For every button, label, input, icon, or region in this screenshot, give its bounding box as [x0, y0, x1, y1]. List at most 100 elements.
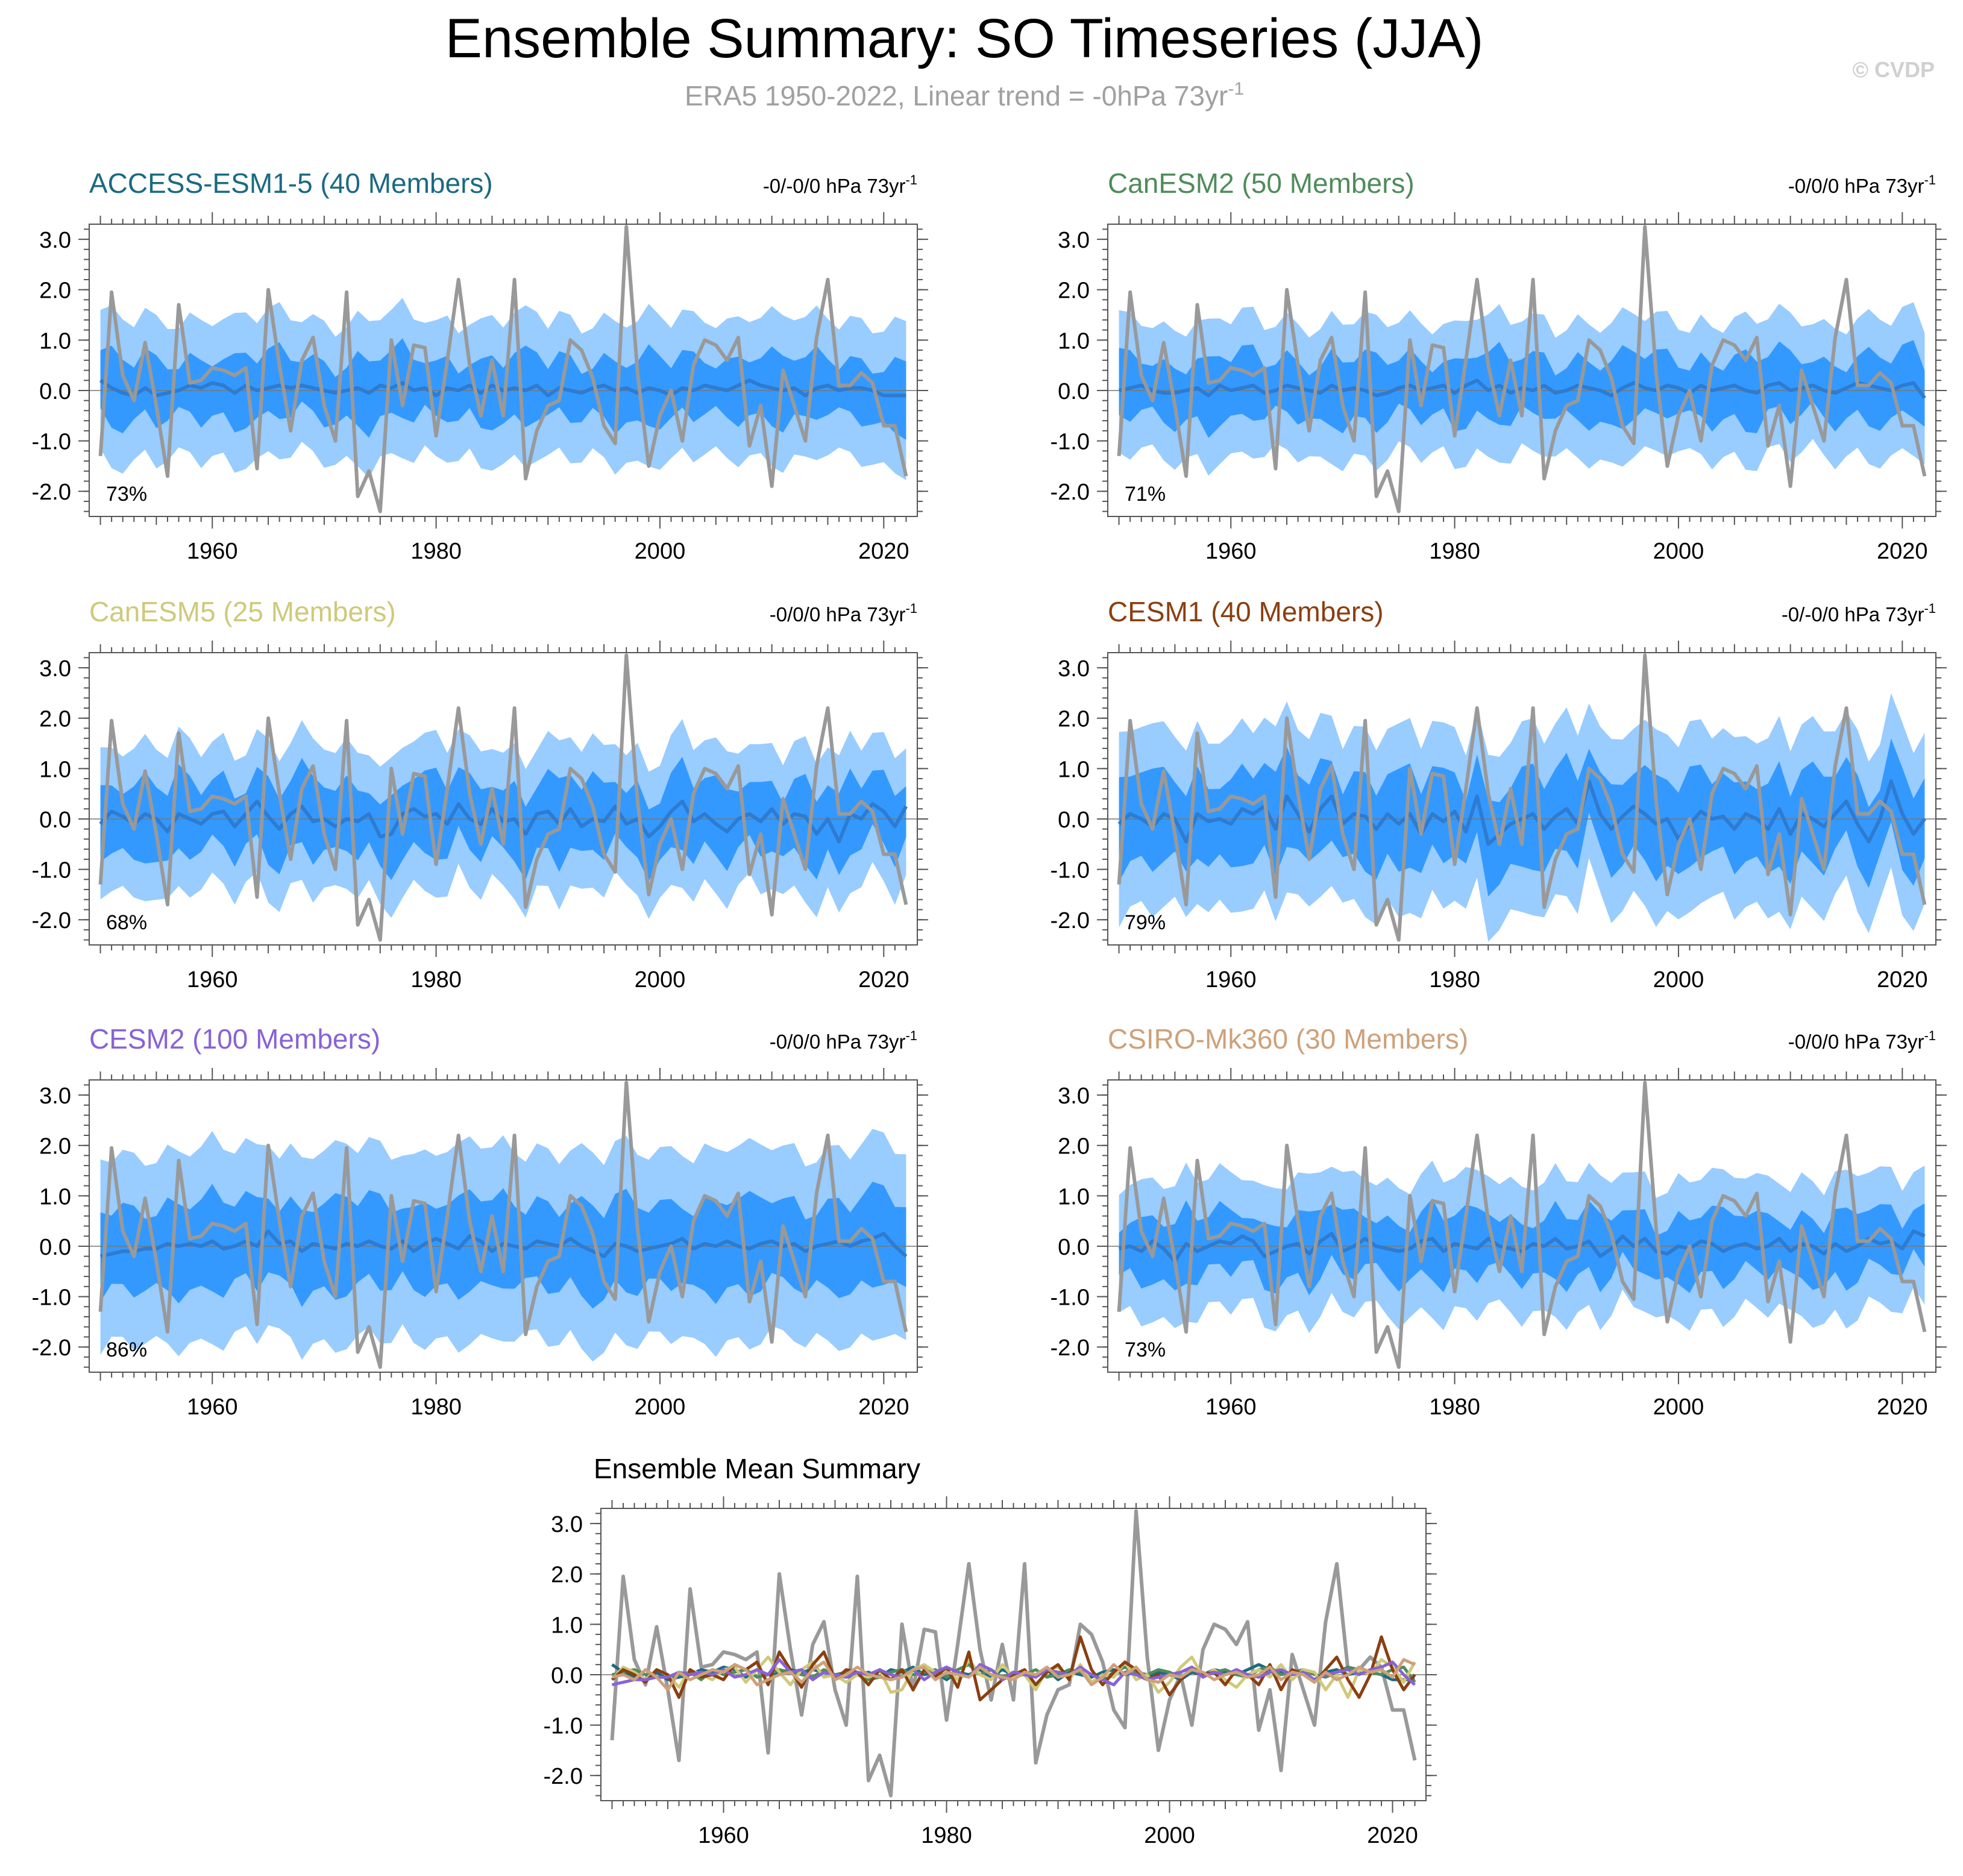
y-tick-label: 2.0 [1058, 278, 1090, 304]
panel-title: Ensemble Mean Summary [594, 1453, 920, 1484]
x-tick-label: 1980 [410, 967, 462, 993]
y-tick-label: -2.0 [1051, 908, 1090, 933]
plot-area [1108, 1081, 1936, 1369]
ensemble-mean-line [1118, 378, 1926, 400]
trend-label: -0/0/0 hPa 73yr-1 [1788, 172, 1936, 197]
y-tick-label: 1.0 [39, 328, 71, 354]
trend-sup: -1 [905, 601, 917, 616]
y-tick-label: 0.0 [39, 1235, 71, 1260]
y-tick-label: 1.0 [39, 1184, 71, 1209]
y-tick-label: 1.0 [1058, 328, 1090, 354]
x-tick-label: 1980 [410, 539, 462, 564]
y-tick-label: 3.0 [1058, 656, 1090, 682]
x-tick-label: 1960 [1205, 967, 1257, 993]
ensemble-mean-line-cesm2 [611, 1658, 1416, 1687]
y-tick-label: 3.0 [39, 656, 71, 682]
plot-frame [600, 1508, 1427, 1801]
y-tick-label: -1.0 [1051, 858, 1090, 883]
y-tick-label: 0.0 [551, 1663, 583, 1689]
panel-title: CanESM2 (50 Members) [1108, 168, 1415, 199]
panel-title: CSIRO-Mk360 (30 Members) [1108, 1023, 1468, 1055]
ensemble-mean-line [99, 799, 908, 844]
observed-line [98, 653, 908, 942]
plot-area [89, 225, 917, 513]
y-tick-label: 0.0 [1058, 379, 1090, 404]
ensemble-mean-line-canesm5 [611, 1655, 1416, 1699]
figure-title: Ensemble Summary: SO Timeseries (JJA) [445, 8, 1484, 69]
observed-line [98, 225, 908, 513]
y-tick-label: 3.0 [1058, 228, 1090, 253]
panel-title: ACCESS-ESM1-5 (40 Members) [89, 168, 493, 199]
trend-text: -0/0/0 hPa 73yr [1788, 1031, 1924, 1053]
y-tick-label: 2.0 [1058, 707, 1090, 732]
x-tick-label: 2020 [858, 1394, 909, 1420]
trend-sup: -1 [905, 172, 917, 187]
x-tick-label: 1980 [410, 1394, 462, 1420]
y-tick-label: 0.0 [39, 808, 71, 833]
trend-label: -0/0/0 hPa 73yr-1 [1788, 1028, 1936, 1053]
x-tick-label: 2020 [1877, 967, 1928, 993]
x-tick-label: 1960 [1205, 1394, 1257, 1420]
x-tick-label: 2000 [635, 967, 686, 993]
observed-line [610, 1509, 1417, 1798]
y-tick-label: -2.0 [1051, 1335, 1090, 1361]
ensemble-mean-line-csiro-mk360 [611, 1658, 1416, 1692]
y-tick-label: -2.0 [544, 1764, 583, 1789]
observed-line [1117, 1081, 1927, 1369]
percent-label: 68% [106, 911, 147, 934]
y-tick-label: 3.0 [551, 1512, 583, 1537]
trend-sup: -1 [1924, 1028, 1936, 1043]
percent-label: 86% [106, 1338, 147, 1361]
panel-6: 3.0 2.0 1.0 0.0 -1.0 -2.0 1960 1980 2000 2020 CSIR… [1051, 1023, 1947, 1420]
x-tick-label: 2000 [1653, 967, 1704, 993]
x-tick-label: 1980 [1429, 539, 1480, 564]
x-tick-label: 1960 [698, 1823, 749, 1848]
copyright-text: © CVDP [1852, 57, 1935, 82]
percent-label: 73% [1125, 1338, 1166, 1361]
x-tick-label: 2020 [1877, 1394, 1928, 1420]
observed-line [1117, 225, 1927, 513]
trend-text: -0/0/0 hPa 73yr [770, 603, 906, 626]
trend-sup: -1 [905, 1028, 917, 1043]
panel-1: 3.0 2.0 1.0 0.0 -1.0 -2.0 1960 1980 2000 2020 ACCE… [32, 168, 928, 564]
y-tick-label: -1.0 [32, 430, 71, 455]
trend-text: -0/-0/0 hPa 73yr [763, 175, 906, 197]
x-tick-label: 2000 [635, 1394, 686, 1420]
x-tick-label: 2020 [1367, 1823, 1418, 1848]
panel-title: CanESM5 (25 Members) [89, 596, 396, 627]
x-tick-label: 1960 [187, 967, 238, 993]
percent-label: 71% [1125, 483, 1166, 506]
trend-text: -0/-0/0 hPa 73yr [1782, 603, 1924, 626]
plot-area [1108, 225, 1936, 513]
x-tick-label: 2020 [1877, 539, 1928, 564]
panel-title: CESM1 (40 Members) [1108, 596, 1384, 627]
y-tick-label: -1.0 [1051, 430, 1090, 455]
y-tick-label: 0.0 [39, 379, 71, 404]
panel-4: 3.0 2.0 1.0 0.0 -1.0 -2.0 1960 1980 2000 2020 CESM… [1051, 596, 1947, 993]
observed-line [1117, 653, 1927, 942]
y-tick-label: 2.0 [39, 278, 71, 304]
x-tick-label: 1960 [187, 539, 238, 564]
y-tick-label: -2.0 [1051, 480, 1090, 505]
plot-area [89, 1081, 917, 1369]
x-tick-label: 2020 [858, 539, 909, 564]
y-tick-label: 1.0 [551, 1613, 583, 1638]
panel-5: 3.0 2.0 1.0 0.0 -1.0 -2.0 1960 1980 2000 2020 CESM… [32, 1023, 928, 1420]
y-tick-label: 1.0 [1058, 757, 1090, 782]
x-tick-label: 2000 [635, 539, 686, 564]
panel-3: 3.0 2.0 1.0 0.0 -1.0 -2.0 1960 1980 2000 2020 CanE… [32, 596, 928, 993]
x-tick-label: 2000 [1653, 1394, 1704, 1420]
trend-label: -0/0/0 hPa 73yr-1 [770, 1028, 917, 1053]
x-tick-label: 2000 [1653, 539, 1704, 564]
y-tick-label: -1.0 [1051, 1285, 1090, 1311]
trend-text: -0/0/0 hPa 73yr [770, 1031, 906, 1053]
percent-label: 79% [1125, 911, 1166, 934]
y-tick-label: -2.0 [32, 480, 71, 505]
y-tick-label: 3.0 [39, 1084, 71, 1109]
x-tick-label: 1980 [921, 1823, 972, 1848]
observed-line [98, 1081, 908, 1369]
y-tick-label: 1.0 [1058, 1184, 1090, 1209]
percent-label: 73% [106, 483, 147, 506]
trend-sup: -1 [1924, 601, 1936, 616]
